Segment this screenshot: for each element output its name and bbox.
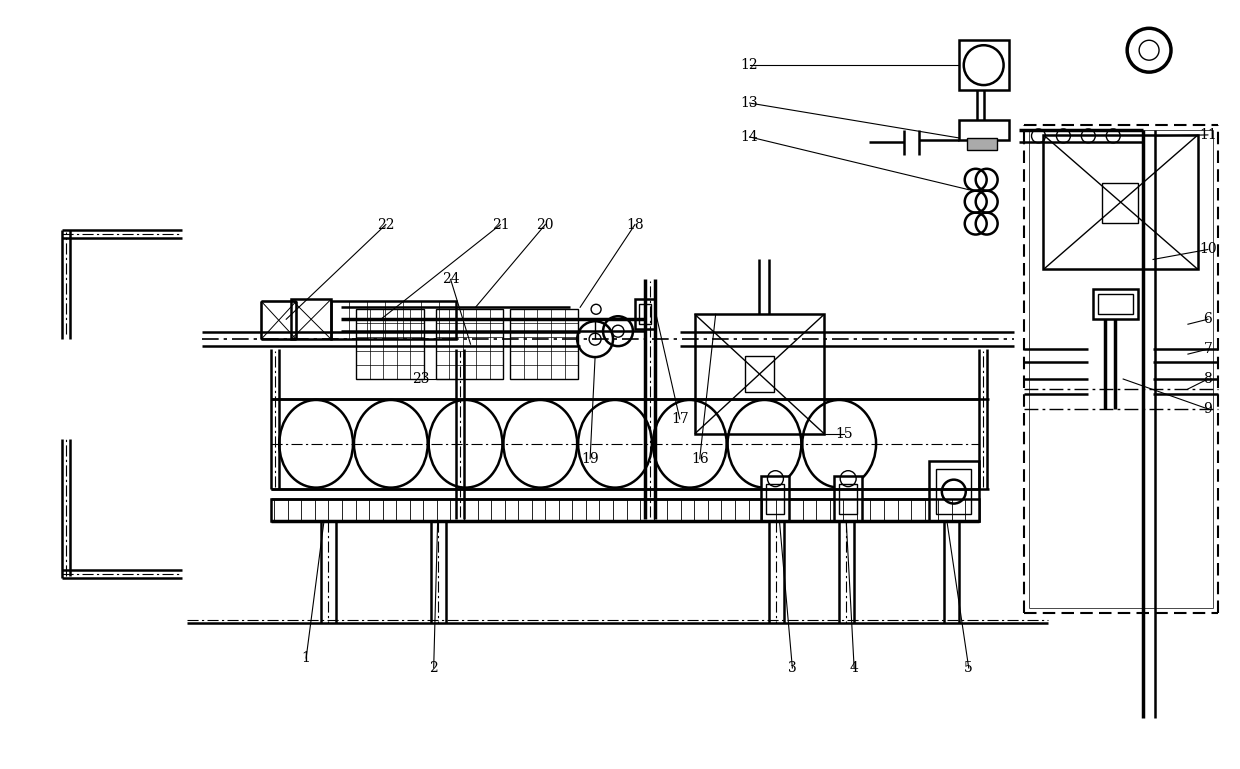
Bar <box>1094 289 1138 319</box>
Text: 20: 20 <box>537 218 554 231</box>
Bar <box>766 484 785 514</box>
Text: 21: 21 <box>491 218 510 231</box>
Text: 23: 23 <box>412 372 429 386</box>
Bar <box>967 138 997 150</box>
Text: 18: 18 <box>626 218 644 231</box>
Bar <box>839 484 857 514</box>
Text: 4: 4 <box>849 661 858 675</box>
Text: 10: 10 <box>1199 242 1216 257</box>
Text: 24: 24 <box>441 272 460 286</box>
Bar <box>356 309 424 379</box>
Bar <box>331 301 455 339</box>
Text: 15: 15 <box>836 427 853 441</box>
Bar <box>639 305 651 325</box>
Bar <box>835 476 862 521</box>
Bar <box>744 356 775 392</box>
Bar <box>761 476 790 521</box>
Bar <box>1099 295 1133 315</box>
Text: 16: 16 <box>691 451 708 466</box>
Bar <box>511 309 578 379</box>
Bar <box>635 299 655 329</box>
Bar <box>1102 183 1138 222</box>
Bar <box>959 40 1008 90</box>
Text: 19: 19 <box>582 451 599 466</box>
Text: 7: 7 <box>1204 342 1213 356</box>
Text: 14: 14 <box>740 130 759 144</box>
Text: 1: 1 <box>301 651 310 665</box>
Bar <box>694 315 825 434</box>
Text: 13: 13 <box>740 96 759 110</box>
Text: 11: 11 <box>1199 128 1216 142</box>
Text: 22: 22 <box>377 218 394 231</box>
Bar <box>435 309 503 379</box>
Bar <box>1044 135 1198 269</box>
Bar <box>272 498 978 521</box>
Text: 9: 9 <box>1204 402 1213 416</box>
Text: 6: 6 <box>1204 312 1213 326</box>
Text: 12: 12 <box>740 58 759 72</box>
Text: 8: 8 <box>1204 372 1213 386</box>
Text: 3: 3 <box>787 661 797 675</box>
Bar <box>291 299 331 339</box>
Bar <box>936 468 971 514</box>
Text: 17: 17 <box>671 412 688 426</box>
Bar <box>959 120 1008 140</box>
Text: 5: 5 <box>965 661 973 675</box>
Text: 2: 2 <box>429 661 438 675</box>
Bar <box>929 461 978 521</box>
